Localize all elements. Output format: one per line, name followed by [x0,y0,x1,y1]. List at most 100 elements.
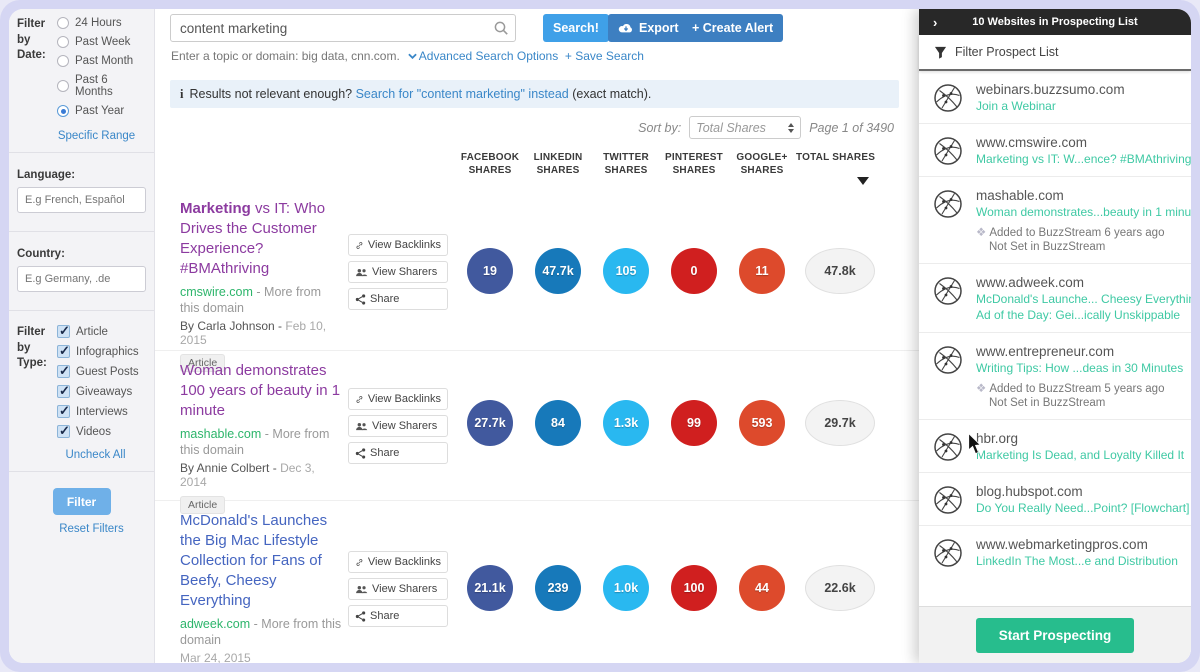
article-domain-link[interactable]: adweek.com [180,616,251,631]
prospect-domain[interactable]: webinars.buzzsumo.com [976,82,1125,97]
start-prospecting-button[interactable]: Start Prospecting [976,617,1134,653]
type-filter-section: Filter by Type: Article Infographics Gue… [9,311,154,472]
reset-filters-link[interactable]: Reset Filters [59,523,124,535]
article-title[interactable]: Woman demonstrates 100 years of beauty i… [180,362,341,419]
language-section: Language: [9,153,154,232]
sort-value: Total Shares [696,120,766,135]
prospect-domain[interactable]: blog.hubspot.com [976,484,1083,499]
notice-prefix: Results not relevant enough? [189,87,356,101]
googleplus-shares-count: 44 [739,565,785,611]
checkbox-icon[interactable] [57,403,70,419]
prospect-article-link[interactable]: McDonald's Launche... Cheesy Everything [976,292,1191,306]
prospect-domain[interactable]: www.adweek.com [976,275,1085,290]
checkbox-icon[interactable] [57,423,70,439]
share-button[interactable]: Share [348,288,448,310]
radio-past-year[interactable]: Past Year [57,105,146,117]
checkbox-infographics[interactable]: Infographics [57,343,146,359]
prospect-domain[interactable]: hbr.org [976,431,1019,446]
header-total-shares[interactable]: TOTAL SHARES [796,152,876,163]
radio-past-week[interactable]: Past Week [57,36,146,48]
prospect-article-link[interactable]: Join a Webinar [976,99,1056,113]
article-title[interactable]: McDonald's Launches the Big Mac Lifestyl… [180,512,328,609]
prospect-domain[interactable]: www.cmswire.com [976,135,1088,150]
radio-past-6-months[interactable]: Past 6 Months [57,74,146,98]
sort-select[interactable]: Total Shares [689,116,802,139]
prospect-article-link[interactable]: Marketing Is Dead, and Loyalty Killed It [976,448,1185,462]
facebook-shares-count: 19 [467,248,513,294]
checkbox-giveaways[interactable]: Giveaways [57,383,146,399]
language-input[interactable] [17,187,146,213]
prospect-article-link[interactable]: Ad of the Day: Gei...ically Unskippable [976,308,1181,322]
result-row: McDonald's Launches the Big Mac Lifestyl… [155,501,919,663]
prospect-domain[interactable]: mashable.com [976,188,1064,203]
share-button[interactable]: Share [348,605,448,627]
article-domain-link[interactable]: cmswire.com [180,284,253,299]
result-row: Marketing vs IT: Who Drives the Customer… [155,189,919,373]
country-section: Country: [9,232,154,311]
view-backlinks-button[interactable]: View Backlinks [348,234,448,256]
globe-network-icon [934,277,962,305]
radio-icon[interactable] [57,55,69,67]
view-sharers-button[interactable]: View Sharers [348,261,448,283]
search-hint: Enter a topic or domain: big data, cnn.c… [171,49,400,63]
export-label: Export [639,21,679,35]
prospect-article-link[interactable]: Do You Really Need...Point? [Flowchart] [976,501,1190,515]
view-backlinks-button[interactable]: View Backlinks [348,388,448,410]
article-type-badge: Article [180,354,226,373]
search-icon [494,21,508,35]
prospect-item: webinars.buzzsumo.com Join a Webinar [919,71,1191,124]
search-input[interactable] [170,14,516,42]
pinterest-shares-count: 99 [671,400,717,446]
triangle-down-icon[interactable] [857,177,869,185]
filter-prospect-list[interactable]: Filter Prospect List [919,35,1191,71]
export-button[interactable]: Export [608,14,689,42]
radio-icon[interactable] [57,80,69,92]
checkbox-guest-posts[interactable]: Guest Posts [57,363,146,379]
radio-selected-icon[interactable] [57,105,69,117]
create-alert-button[interactable]: + Create Alert [682,14,784,42]
checkbox-icon[interactable] [57,363,70,379]
article-byline: By Annie Colbert - Dec 3, 2014 [180,461,315,490]
checkbox-interviews[interactable]: Interviews [57,403,146,419]
share-button[interactable]: Share [348,442,448,464]
pinterest-shares-count: 100 [671,565,717,611]
header-pinterest-shares: PINTEREST SHARES [665,152,723,176]
article-domain-link[interactable]: mashable.com [180,426,262,441]
info-icon: i [180,87,184,101]
exact-match-search-link[interactable]: Search for "content marketing" instead [355,87,569,101]
results-main: Search! Export + Create Alert Enter a to… [155,9,919,663]
linkedin-shares-count: 239 [535,565,581,611]
radio-icon[interactable] [57,17,69,29]
buzzstream-meta: ❖ Added to BuzzStream 6 years ago [976,227,1165,239]
article-title[interactable]: Marketing vs IT: Who Drives the Customer… [180,200,326,277]
chevron-right-icon[interactable]: › [933,14,938,30]
country-input[interactable] [17,266,146,292]
view-sharers-button[interactable]: View Sharers [348,415,448,437]
checkbox-article[interactable]: Article [57,323,146,339]
checkbox-icon[interactable] [57,323,70,339]
globe-network-icon [934,84,962,112]
checkbox-icon[interactable] [57,343,70,359]
cloud-download-icon [618,23,632,33]
advanced-search-options-link[interactable]: Advanced Search Options [418,49,559,63]
prospect-article-link[interactable]: LinkedIn The Most...e and Distribution [976,554,1178,568]
filter-button[interactable]: Filter [52,488,111,515]
checkbox-videos[interactable]: Videos [57,423,146,439]
prospect-article-link[interactable]: Marketing vs IT: W...ence? #BMAthriving [976,152,1191,166]
radio-past-month[interactable]: Past Month [57,55,146,67]
save-search-link[interactable]: + Save Search [564,49,644,63]
uncheck-all-link[interactable]: Uncheck All [65,449,126,461]
prospect-domain[interactable]: www.entrepreneur.com [976,344,1115,359]
radio-24-hours[interactable]: 24 Hours [57,17,146,29]
checkbox-icon[interactable] [57,383,70,399]
view-sharers-button[interactable]: View Sharers [348,578,448,600]
prospect-domain[interactable]: www.webmarketingpros.com [976,537,1148,552]
radio-icon[interactable] [57,36,69,48]
search-button[interactable]: Search! [543,14,609,42]
prospect-article-link[interactable]: Woman demonstrates...beauty in 1 minute [976,205,1191,219]
prospect-article-link[interactable]: Writing Tips: How ...deas in 30 Minutes [976,361,1184,375]
view-backlinks-button[interactable]: View Backlinks [348,551,448,573]
prospect-item: www.webmarketingpros.com LinkedIn The Mo… [919,526,1191,578]
specific-range-link[interactable]: Specific Range [57,130,136,142]
